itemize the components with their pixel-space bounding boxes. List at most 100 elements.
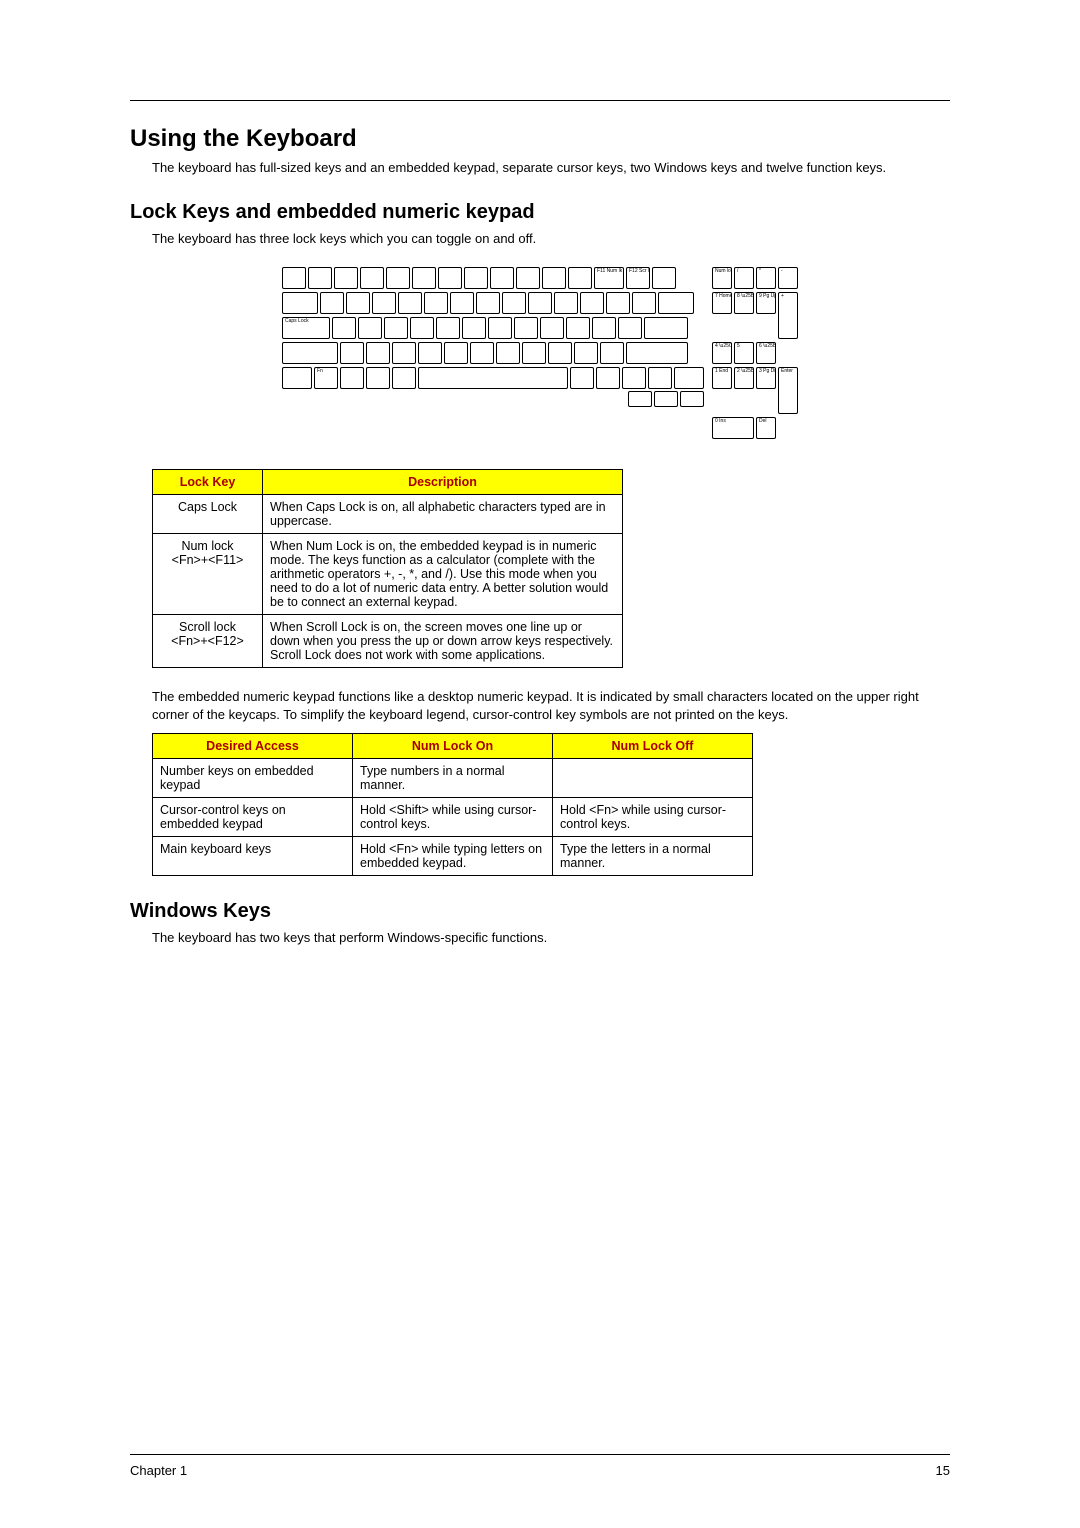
keycap [418, 367, 568, 389]
keycap [528, 292, 552, 314]
keycap [438, 267, 462, 289]
table-cell: Type the letters in a normal manner. [553, 837, 753, 876]
keycap [386, 267, 410, 289]
lockkeys-intro: The keyboard has three lock keys which y… [152, 230, 950, 248]
keycap [566, 317, 590, 339]
keycap [516, 267, 540, 289]
table-cell: When Caps Lock is on, all alphabetic cha… [263, 495, 623, 534]
table-header-cell: Desired Access [153, 734, 353, 759]
keycap [358, 317, 382, 339]
keycap [490, 267, 514, 289]
table-row: Num lock<Fn>+<F11>When Num Lock is on, t… [153, 534, 623, 615]
keycap [444, 342, 468, 364]
footer-left: Chapter 1 [130, 1463, 187, 1478]
keycap [450, 292, 474, 314]
keycap [372, 292, 396, 314]
table-header-cell: Num Lock Off [553, 734, 753, 759]
table-cell: Caps Lock [153, 495, 263, 534]
keycap [392, 367, 416, 389]
keycap: Num lock [712, 267, 732, 289]
table-cell: Cursor-control keys on embedded keypad [153, 798, 353, 837]
keycap [568, 267, 592, 289]
keycap [470, 342, 494, 364]
keycap [632, 292, 656, 314]
table-row: Cursor-control keys on embedded keypadHo… [153, 798, 753, 837]
keycap [366, 367, 390, 389]
keycap [522, 342, 546, 364]
keycap [548, 342, 572, 364]
keycap [476, 292, 500, 314]
keycap: 8 \u25B4 [734, 292, 754, 314]
keycap: 2 \u25BE [734, 367, 754, 389]
table-cell: Main keyboard keys [153, 837, 353, 876]
table-header-cell: Num Lock On [353, 734, 553, 759]
page-title: Using the Keyboard [130, 125, 950, 153]
table-header-cell: Description [263, 470, 623, 495]
keycap: 4 \u25C2 [712, 342, 732, 364]
keycap [464, 267, 488, 289]
keycap [626, 342, 688, 364]
keycap [570, 367, 594, 389]
keycap [580, 292, 604, 314]
keycap: 6 \u25B8 [756, 342, 776, 364]
keycap: 5 [734, 342, 754, 364]
keyboard-schematic: F11 Num lkF12 Scr lkCaps LockFn Num lock… [130, 267, 950, 439]
table-cell: Hold <Fn> while using cursor-control key… [553, 798, 753, 837]
keycap [462, 317, 486, 339]
keycap [424, 292, 448, 314]
keycap [308, 267, 332, 289]
keycap [366, 342, 390, 364]
keycap [596, 367, 620, 389]
keycap: 7 Home [712, 292, 732, 314]
keycap [622, 367, 646, 389]
table-row: Scroll lock<Fn>+<F12>When Scroll Lock is… [153, 615, 623, 668]
keycap [680, 391, 704, 407]
table-cell: Hold <Fn> while typing letters on embedd… [353, 837, 553, 876]
table-cell: Hold <Shift> while using cursor-control … [353, 798, 553, 837]
keycap [606, 292, 630, 314]
table-row: Caps LockWhen Caps Lock is on, all alpha… [153, 495, 623, 534]
keycap [360, 267, 384, 289]
embedded-note: The embedded numeric keypad functions li… [152, 688, 950, 723]
keycap [488, 317, 512, 339]
keycap [592, 317, 616, 339]
keycap: * [756, 267, 776, 289]
table-cell: Type numbers in a normal manner. [353, 759, 553, 798]
windowskeys-heading: Windows Keys [130, 900, 950, 923]
page: Using the Keyboard The keyboard has full… [0, 0, 1080, 1528]
keycap [332, 317, 356, 339]
intro-paragraph: The keyboard has full-sized keys and an … [152, 159, 950, 177]
keycap: Enter [778, 367, 798, 414]
keycap [418, 342, 442, 364]
keycap: / [734, 267, 754, 289]
keycap: 0 Ins [712, 417, 754, 439]
table-cell: Num lock<Fn>+<F11> [153, 534, 263, 615]
keycap: 1 End [712, 367, 732, 389]
keycap [392, 342, 416, 364]
table-cell: When Scroll Lock is on, the screen moves… [263, 615, 623, 668]
keycap [410, 317, 434, 339]
table-cell: Scroll lock<Fn>+<F12> [153, 615, 263, 668]
table-header-row: Desired AccessNum Lock OnNum Lock Off [153, 734, 753, 759]
keycap: Del [756, 417, 776, 439]
table-cell: Number keys on embedded keypad [153, 759, 353, 798]
keycap: - [778, 267, 798, 289]
keycap [282, 292, 318, 314]
keycap [628, 391, 652, 407]
table-row: Main keyboard keysHold <Fn> while typing… [153, 837, 753, 876]
keycap [648, 367, 672, 389]
table-header-row: Lock KeyDescription [153, 470, 623, 495]
keycap: + [778, 292, 798, 339]
keycap [644, 317, 688, 339]
keycap [540, 317, 564, 339]
footer-right: 15 [936, 1463, 950, 1478]
keycap [600, 342, 624, 364]
keycap: Fn [314, 367, 338, 389]
keycap [346, 292, 370, 314]
lockkeys-heading: Lock Keys and embedded numeric keypad [130, 201, 950, 224]
keycap [496, 342, 520, 364]
keycap: F12 Scr lk [626, 267, 650, 289]
keycap: 3 Pg Dn [756, 367, 776, 389]
keycap [282, 267, 306, 289]
keycap: 9 Pg Up [756, 292, 776, 314]
